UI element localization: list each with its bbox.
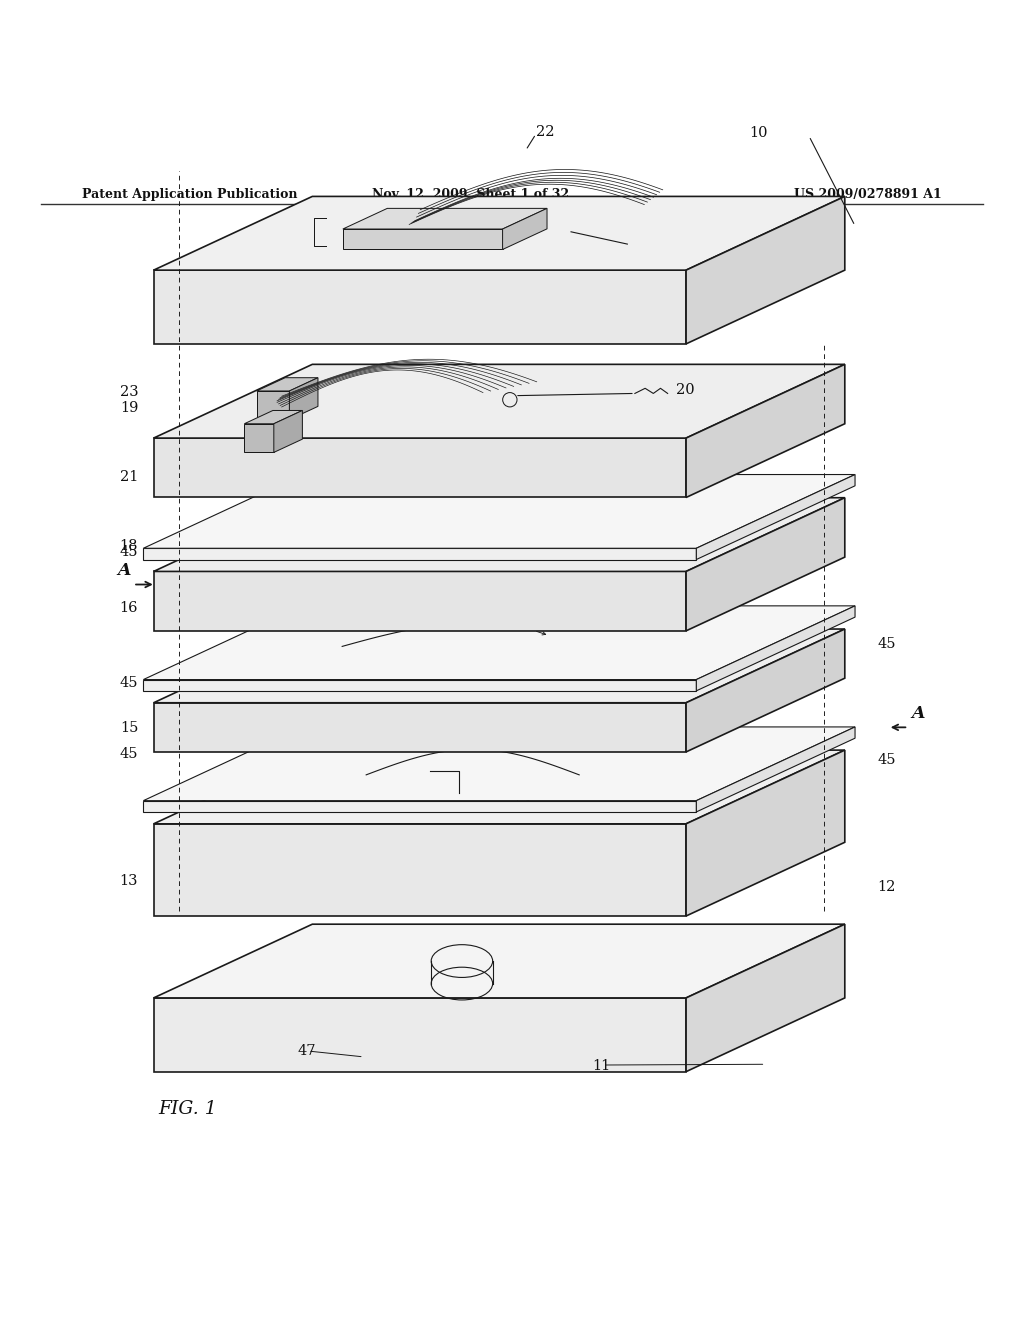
Text: 18: 18 [120, 539, 138, 553]
Polygon shape [696, 727, 855, 812]
Polygon shape [154, 364, 845, 438]
Polygon shape [696, 474, 855, 560]
Polygon shape [154, 572, 686, 631]
Text: 45: 45 [120, 545, 138, 558]
Text: 45: 45 [120, 676, 138, 690]
Text: US 2009/0278891 A1: US 2009/0278891 A1 [795, 187, 942, 201]
Polygon shape [154, 824, 686, 916]
Text: 11: 11 [593, 1059, 611, 1073]
Polygon shape [290, 378, 317, 420]
Polygon shape [517, 772, 557, 805]
Polygon shape [154, 498, 845, 572]
Polygon shape [143, 801, 696, 812]
Polygon shape [257, 391, 290, 420]
Polygon shape [154, 271, 686, 345]
Text: 15: 15 [120, 721, 138, 735]
Text: 12: 12 [878, 879, 896, 894]
Polygon shape [686, 630, 845, 752]
Polygon shape [315, 772, 557, 791]
Text: A: A [911, 705, 925, 722]
Text: 10: 10 [750, 125, 768, 140]
Polygon shape [343, 228, 503, 249]
Text: 45: 45 [878, 754, 896, 767]
Polygon shape [143, 606, 855, 680]
Polygon shape [154, 630, 845, 702]
Polygon shape [686, 498, 845, 631]
Text: 19: 19 [120, 401, 138, 416]
Polygon shape [143, 548, 696, 560]
Polygon shape [503, 209, 547, 249]
Polygon shape [154, 438, 686, 498]
Polygon shape [686, 364, 845, 498]
Text: 45: 45 [120, 747, 138, 760]
Polygon shape [154, 702, 686, 752]
Text: FIG. 1: FIG. 1 [159, 1100, 217, 1118]
Text: 16: 16 [120, 602, 138, 615]
Polygon shape [315, 791, 517, 805]
Text: Patent Application Publication: Patent Application Publication [82, 187, 297, 201]
Text: Nov. 12, 2009  Sheet 1 of 32: Nov. 12, 2009 Sheet 1 of 32 [373, 187, 569, 201]
Polygon shape [143, 474, 855, 548]
Polygon shape [154, 998, 686, 1072]
Text: 47: 47 [297, 1044, 315, 1059]
Text: 21: 21 [120, 470, 138, 483]
Polygon shape [143, 680, 696, 690]
Text: 45: 45 [878, 638, 896, 651]
Text: 20: 20 [676, 383, 694, 397]
Polygon shape [343, 209, 547, 228]
Text: A: A [118, 562, 131, 578]
Polygon shape [154, 750, 845, 824]
Polygon shape [245, 411, 302, 424]
Polygon shape [273, 411, 302, 453]
Text: 22: 22 [536, 125, 554, 139]
Polygon shape [686, 197, 845, 345]
Text: 13: 13 [120, 874, 138, 888]
Polygon shape [686, 750, 845, 916]
Polygon shape [154, 197, 845, 271]
Polygon shape [257, 378, 317, 391]
Polygon shape [143, 727, 855, 801]
Polygon shape [245, 424, 273, 453]
Polygon shape [154, 924, 845, 998]
Text: 23: 23 [120, 385, 138, 400]
Polygon shape [686, 924, 845, 1072]
Polygon shape [696, 606, 855, 690]
